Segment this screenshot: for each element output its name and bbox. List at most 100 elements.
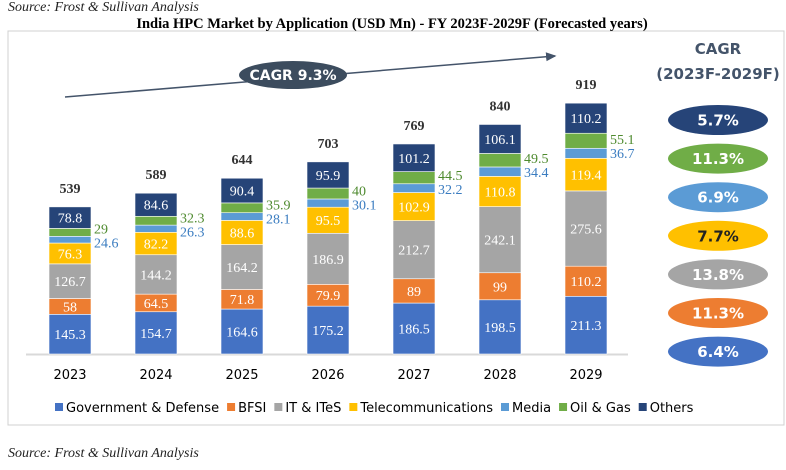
total-label: 919 xyxy=(576,78,597,93)
bar-segment xyxy=(134,215,178,226)
data-label: 164.6 xyxy=(226,326,258,341)
bar-segment xyxy=(48,206,92,229)
bar-segment xyxy=(392,143,436,172)
data-label: 102.9 xyxy=(398,201,430,216)
data-label: 101.2 xyxy=(398,152,430,167)
data-label: 71.8 xyxy=(230,293,255,308)
cagr-ellipse xyxy=(668,259,768,290)
bar-segment xyxy=(48,236,92,244)
bar-segment xyxy=(306,305,350,355)
source-note-top: Source: Frost & Sullivan Analysis xyxy=(8,0,199,15)
cagr-value: 6.4% xyxy=(697,343,739,361)
bar-segment xyxy=(48,263,92,299)
bar-segment xyxy=(564,295,608,355)
bar-segment xyxy=(392,220,436,280)
bar-segment xyxy=(478,206,522,274)
data-label: 79.9 xyxy=(316,289,341,304)
legend-label: Media xyxy=(512,401,551,416)
bar-segment xyxy=(392,171,436,185)
data-label-media: 24.6 xyxy=(94,237,119,252)
source-note-bottom: Source: Frost & Sullivan Analysis xyxy=(8,446,199,461)
bar-segment xyxy=(478,153,522,168)
cagr-ellipse xyxy=(668,182,768,213)
bar-segment xyxy=(48,314,92,355)
legend-swatch xyxy=(227,403,236,411)
data-label-media: 28.1 xyxy=(266,213,291,228)
data-label: 110.8 xyxy=(485,185,516,200)
data-label: 99 xyxy=(493,280,507,295)
data-label: 126.7 xyxy=(54,275,86,290)
data-label: 64.5 xyxy=(144,297,169,312)
cagr-value: 11.3% xyxy=(692,305,744,323)
x-tick-label: 2029 xyxy=(569,368,602,383)
total-label: 769 xyxy=(404,119,425,134)
data-label: 186.5 xyxy=(398,323,430,338)
bar-segment xyxy=(306,161,350,189)
bar-segment xyxy=(564,132,608,149)
data-label: 110.2 xyxy=(571,275,602,290)
legend-swatch xyxy=(638,403,647,411)
legend-swatch xyxy=(55,403,63,411)
data-label-media: 32.2 xyxy=(438,183,463,198)
cagr-ellipse xyxy=(668,298,768,328)
legend-label: Government & Defense xyxy=(66,401,219,416)
legend-label: IT & ITeS xyxy=(285,401,341,416)
bar-segment xyxy=(306,206,350,234)
data-label: 275.6 xyxy=(570,223,602,238)
cagr-value: 5.7% xyxy=(697,112,739,130)
x-tick-label: 2028 xyxy=(483,368,516,383)
data-label: 106.1 xyxy=(484,133,516,148)
bar-segment xyxy=(564,147,608,159)
legend-label: BFSI xyxy=(238,401,266,416)
bar-segment xyxy=(478,272,522,301)
data-label: 154.7 xyxy=(140,327,172,342)
total-label: 840 xyxy=(490,99,511,114)
bar-segment xyxy=(220,220,264,245)
data-label-oil-gas: 29 xyxy=(94,223,108,238)
bar-segment xyxy=(392,302,436,355)
data-label: 84.6 xyxy=(144,199,169,214)
bar-segment xyxy=(564,102,608,134)
data-label: 95.9 xyxy=(316,169,341,184)
legend-label: Oil & Gas xyxy=(570,401,631,416)
bar-segment xyxy=(478,124,522,154)
bar-segment xyxy=(134,254,178,295)
x-tick-label: 2027 xyxy=(397,368,430,383)
cagr-heading-period: (2023F-2029F) xyxy=(656,65,779,83)
data-label: 145.3 xyxy=(54,328,86,343)
data-label-oil-gas: 40 xyxy=(352,185,366,200)
bar-segment xyxy=(134,192,178,217)
bar-segment xyxy=(220,177,264,204)
legend-label: Others xyxy=(650,401,694,416)
chart-title: India HPC Market by Application (USD Mn)… xyxy=(136,16,648,32)
bar-segment xyxy=(306,198,350,208)
bar-segment xyxy=(478,299,522,355)
total-label: 703 xyxy=(318,137,339,152)
cagr-value: 11.3% xyxy=(692,150,744,168)
data-label: 186.9 xyxy=(312,253,344,268)
bar-segment xyxy=(478,176,522,207)
bar-segment xyxy=(478,166,522,177)
data-label: 164.2 xyxy=(226,261,258,276)
data-label: 119.4 xyxy=(571,169,602,184)
bar-segment xyxy=(392,183,436,193)
bar-segment xyxy=(306,232,350,285)
legend-label: Telecommunications xyxy=(359,401,493,416)
data-label-oil-gas: 44.5 xyxy=(438,169,463,184)
data-label-oil-gas: 32.3 xyxy=(180,211,205,226)
data-label-oil-gas: 49.5 xyxy=(524,152,549,167)
data-label: 211.3 xyxy=(571,319,602,334)
data-label: 212.7 xyxy=(398,244,430,259)
x-tick-label: 2026 xyxy=(311,368,344,383)
data-label: 90.4 xyxy=(230,185,255,200)
cagr-ellipse xyxy=(668,143,768,174)
cagr-heading: CAGR xyxy=(695,40,742,58)
cagr-value: 6.9% xyxy=(697,189,739,207)
data-label: 78.8 xyxy=(58,212,83,227)
data-label-oil-gas: 55.1 xyxy=(610,133,635,148)
cagr-value: 13.8% xyxy=(692,266,744,284)
bar-segment xyxy=(392,192,436,221)
data-label: 88.6 xyxy=(230,226,255,241)
data-label-media: 26.3 xyxy=(180,225,205,240)
